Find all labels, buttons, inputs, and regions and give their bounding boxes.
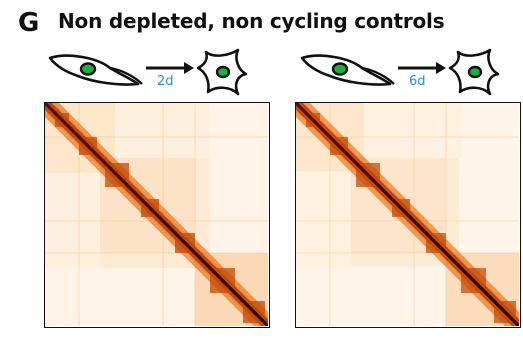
elongated-cell-icon	[48, 54, 143, 86]
stellate-cell-icon	[448, 48, 500, 96]
contact-map-2d	[44, 102, 270, 328]
panel-letter: G	[18, 8, 40, 38]
elongated-cell-icon	[300, 54, 395, 86]
duration-label-2d: 2d	[157, 74, 174, 89]
panel-title: Non depleted, non cycling controls	[58, 9, 445, 33]
cell-transition-icon	[48, 48, 248, 96]
contact-map-6d	[295, 102, 521, 328]
arrow-icon	[398, 62, 446, 74]
arrow-icon	[146, 62, 194, 74]
cell-transition-diagram-2d: 2d	[38, 40, 268, 100]
cell-transition-diagram-6d: 6d	[290, 40, 520, 100]
contact-map-heatmap	[45, 103, 268, 326]
cell-transition-icon	[300, 48, 500, 96]
duration-label-6d: 6d	[409, 74, 426, 89]
stellate-cell-icon	[196, 48, 248, 96]
contact-map-heatmap	[296, 103, 519, 326]
